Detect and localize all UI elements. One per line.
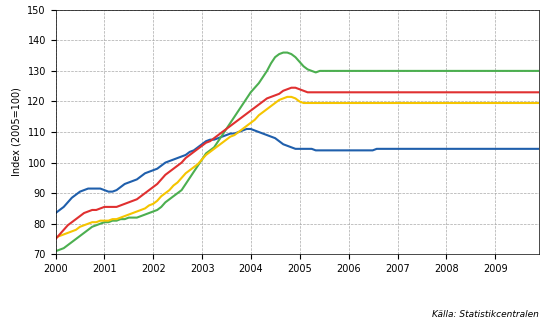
Byggverksamhet [390, 69, 396, 73]
Line: Industri: Industri [56, 129, 539, 213]
Byggverksamhet [536, 69, 543, 73]
Övriga tjänster [536, 90, 543, 94]
Övriga tjänster [439, 90, 445, 94]
Industri [390, 147, 396, 151]
Industri [439, 147, 445, 151]
Industri [524, 147, 530, 151]
Handel [439, 101, 445, 105]
Y-axis label: Index (2005=100): Index (2005=100) [12, 88, 22, 176]
Industri [52, 211, 59, 215]
Övriga tjänster [182, 156, 189, 160]
Line: Byggverksamhet: Byggverksamhet [56, 52, 539, 251]
Handel [524, 101, 530, 105]
Övriga tjänster [524, 90, 530, 94]
Handel [52, 235, 59, 239]
Övriga tjänster [52, 237, 59, 241]
Övriga tjänster [288, 86, 295, 90]
Text: Källa: Statistikcentralen: Källa: Statistikcentralen [433, 310, 539, 319]
Line: Handel: Handel [56, 97, 539, 237]
Övriga tjänster [154, 182, 161, 186]
Byggverksamhet [325, 69, 331, 73]
Handel [284, 95, 291, 99]
Handel [325, 101, 331, 105]
Industri [182, 153, 189, 157]
Byggverksamhet [182, 182, 189, 186]
Industri [244, 127, 250, 131]
Industri [325, 148, 331, 152]
Industri [154, 167, 161, 171]
Handel [154, 199, 161, 203]
Line: Övriga tjänster: Övriga tjänster [56, 88, 539, 239]
Byggverksamhet [52, 249, 59, 253]
Handel [182, 171, 189, 175]
Byggverksamhet [280, 51, 286, 54]
Byggverksamhet [154, 208, 161, 212]
Byggverksamhet [439, 69, 445, 73]
Övriga tjänster [325, 90, 331, 94]
Övriga tjänster [390, 90, 396, 94]
Handel [390, 101, 396, 105]
Industri [536, 147, 543, 151]
Handel [536, 101, 543, 105]
Byggverksamhet [524, 69, 530, 73]
